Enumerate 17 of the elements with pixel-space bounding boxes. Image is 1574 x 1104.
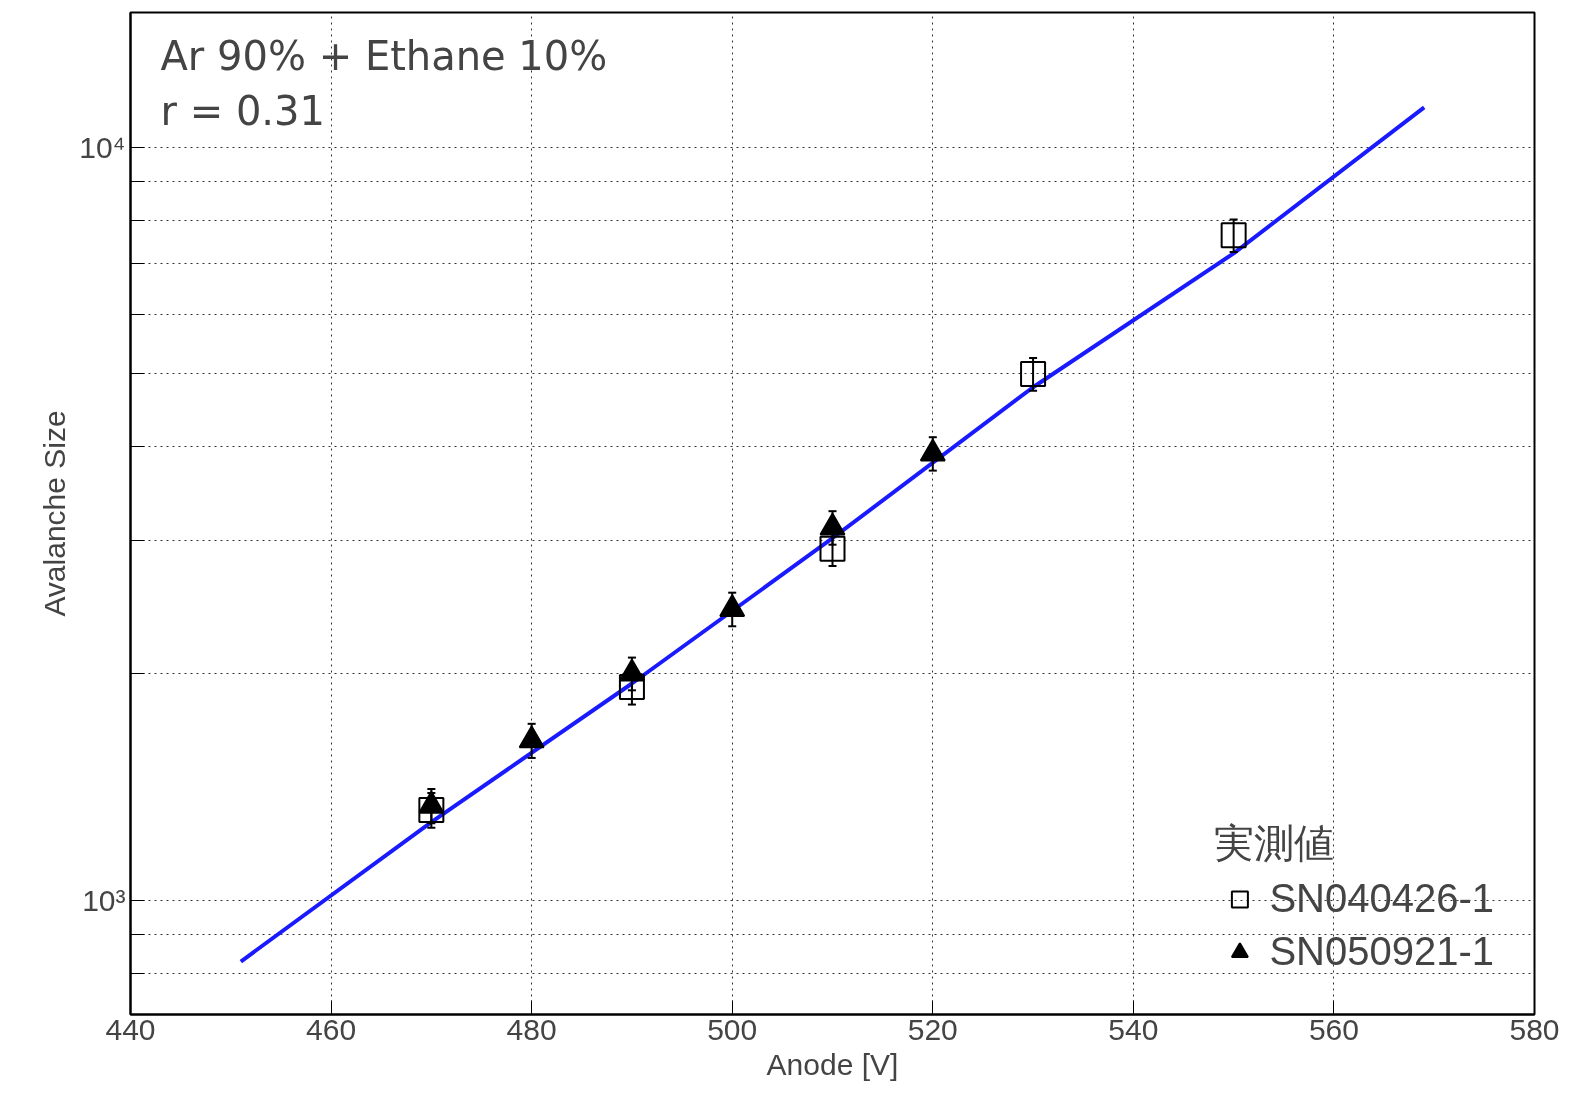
legend-label: SN050921-1 bbox=[1269, 929, 1494, 974]
x-axis-title: Anode [V] bbox=[766, 1047, 899, 1081]
annotation: Ar 90% + Ethane 10% bbox=[160, 32, 608, 79]
annotation: r = 0.31 bbox=[160, 87, 325, 134]
legend-label: SN040426-1 bbox=[1269, 876, 1494, 921]
x-tick-label: 540 bbox=[1108, 1012, 1159, 1046]
x-tick-label: 580 bbox=[1509, 1012, 1560, 1046]
x-tick-label: 560 bbox=[1308, 1012, 1359, 1046]
y-axis-title: Avalanche Size bbox=[38, 410, 72, 617]
y-tick-label: 10³ bbox=[82, 883, 126, 917]
x-tick-label: 480 bbox=[506, 1012, 557, 1046]
x-tick-label: 520 bbox=[907, 1012, 958, 1046]
x-tick-label: 440 bbox=[105, 1012, 156, 1046]
legend-title: 実測値 bbox=[1214, 820, 1336, 867]
x-tick-label: 460 bbox=[306, 1012, 357, 1046]
y-tick-label: 10⁴ bbox=[79, 130, 126, 164]
x-tick-label: 500 bbox=[707, 1012, 758, 1046]
